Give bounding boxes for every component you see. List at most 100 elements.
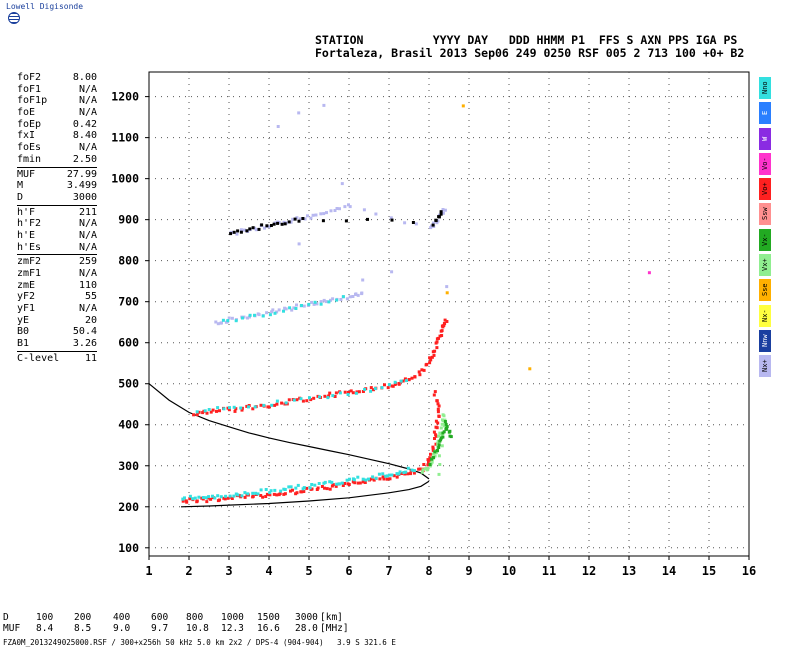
echo-f1 — [428, 456, 432, 460]
echo-f1 — [341, 484, 345, 487]
echo-f1 — [302, 490, 306, 493]
echo-f2o — [222, 407, 226, 411]
x-tick-label: 10 — [502, 564, 516, 578]
x-tick-label: 15 — [702, 564, 716, 578]
echo-f4k — [431, 223, 435, 227]
muf-row-label: MUF — [3, 623, 21, 634]
echo-f1o — [236, 493, 240, 497]
param-value: 0.42 — [72, 118, 97, 130]
echo-f2 — [397, 382, 401, 386]
echo-f3 — [331, 297, 335, 301]
echo-f4k — [366, 217, 369, 221]
header-line-1: STATION YYYY DAY DDD HHMM P1 FFS S AXN P… — [315, 33, 738, 47]
echo-f2 — [280, 401, 284, 405]
echo-f2o — [253, 405, 257, 409]
echo-f3 — [322, 298, 326, 302]
echo-f1 — [434, 433, 438, 437]
echo-f4k — [434, 218, 438, 222]
echo-f1 — [406, 472, 410, 476]
echo-f1x — [442, 414, 446, 418]
echo-f1x — [436, 439, 440, 443]
echo-f2 — [429, 358, 433, 362]
echo-f1g — [445, 427, 449, 431]
param-name: MUF — [17, 168, 36, 180]
d-value: 100 — [36, 612, 54, 623]
echo-f4 — [298, 217, 302, 221]
echo-f2o — [195, 410, 199, 414]
echo-f2o — [363, 387, 367, 391]
muf-value: 28.0 — [295, 623, 318, 634]
echo-f2o — [405, 379, 408, 383]
echo-f1 — [226, 496, 230, 500]
echo-f3 — [292, 306, 296, 310]
echo-f2 — [245, 404, 249, 408]
echo-f2 — [440, 334, 444, 337]
param-row: h'Es N/A — [17, 242, 97, 254]
echo-f4 — [443, 208, 447, 212]
echo-f1 — [316, 486, 320, 490]
echo-f1o — [410, 468, 414, 472]
param-name: zmF1 — [17, 268, 42, 279]
echo-f1 — [259, 494, 263, 497]
echo-f4 — [291, 217, 295, 221]
echo-f2o — [207, 408, 211, 411]
echo-f1o — [335, 482, 339, 486]
echo-f1o — [323, 480, 327, 484]
echo-f2o — [275, 399, 279, 403]
echo-f1o — [243, 491, 247, 495]
echo-f4k — [276, 221, 280, 225]
echo-f3 — [283, 306, 287, 310]
echo-f1o — [183, 496, 186, 500]
echo-f2 — [401, 379, 405, 383]
echo-f4 — [441, 208, 445, 211]
echo-f4k — [232, 230, 236, 234]
param-name: fxI — [17, 130, 36, 142]
echo-f3 — [324, 300, 328, 304]
echo-f1o — [279, 489, 283, 493]
echo-f3 — [351, 295, 355, 298]
echo-f1 — [195, 499, 199, 503]
echo-f3 — [246, 316, 249, 320]
echo-f3 — [230, 316, 234, 320]
echo-f1 — [412, 471, 416, 475]
echo-f2 — [422, 368, 426, 372]
param-row: yE 20 — [17, 315, 97, 327]
echo-f1o — [213, 496, 217, 500]
y-tick-label: 500 — [118, 377, 139, 391]
y-tick-label: 400 — [118, 418, 139, 432]
echo-f1 — [300, 490, 304, 494]
echo-f3 — [345, 297, 349, 301]
param-separator — [17, 254, 97, 256]
d-value: 800 — [186, 612, 204, 623]
echo-f1g — [435, 449, 439, 452]
echo-f2o — [387, 383, 391, 387]
echo-f1 — [378, 477, 382, 481]
echo-f3 — [360, 291, 364, 295]
echo-f1g — [428, 463, 432, 466]
echo-f4 — [430, 224, 433, 228]
echo-f1 — [426, 458, 430, 462]
muf-value: 10.8 — [186, 623, 209, 634]
y-tick-label: 900 — [118, 213, 139, 227]
echo-f1x — [440, 444, 444, 448]
echo-f2 — [432, 353, 436, 357]
echo-f1 — [295, 491, 299, 495]
legend-item-ssw: Ssw — [759, 203, 771, 226]
echo-f2 — [333, 395, 337, 398]
x-tick-label: 7 — [385, 564, 392, 578]
echo-f4 — [329, 209, 333, 213]
echo-f3 — [257, 313, 261, 317]
echo-f3 — [319, 300, 323, 304]
echo-f4k — [257, 227, 261, 231]
echo-f3o — [273, 311, 277, 315]
echo-f2o — [216, 406, 220, 410]
echo-f1o — [384, 474, 388, 478]
echo-f3o — [288, 306, 292, 310]
echo-f3o — [335, 298, 339, 302]
echo-f3o — [307, 302, 311, 306]
echo-f1 — [429, 452, 432, 456]
echo-mag — [647, 271, 651, 275]
x-tick-label: 3 — [225, 564, 232, 578]
echo-f1x — [426, 467, 430, 471]
echo-f2o — [232, 405, 236, 409]
